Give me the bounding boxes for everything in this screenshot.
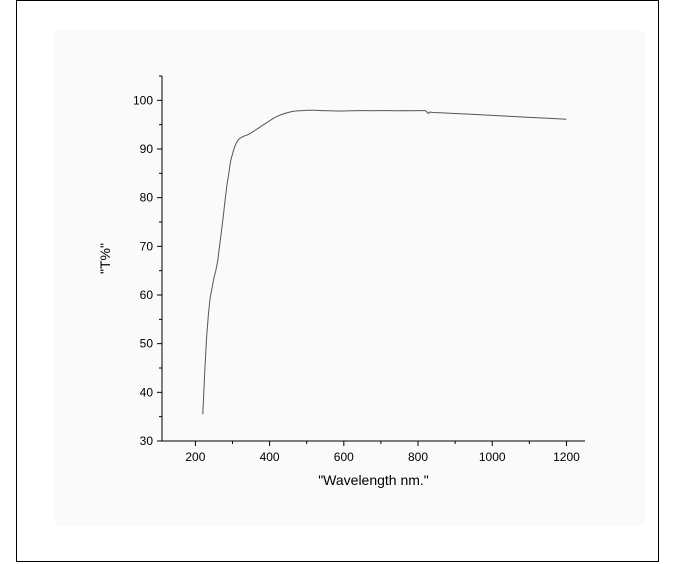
- transmittance-chart: 200 400 600 800 1000 1200 30 40 50 60 70 80 90 100 "W…: [97, 75, 585, 488]
- x-tick-label: 200: [185, 450, 205, 464]
- x-tick-label: 1000: [479, 450, 506, 464]
- x-tick-label: 600: [334, 450, 354, 464]
- ticks: 200 400 600 800 1000 1200 30 40 50 60 70 80 90 100: [133, 75, 580, 464]
- x-tick-label: 1200: [553, 450, 580, 464]
- y-tick-label: 50: [140, 337, 154, 351]
- y-tick-label: 70: [140, 239, 154, 253]
- y-tick-label: 40: [140, 385, 154, 399]
- axes: [161, 76, 585, 442]
- x-axis-title: "Wavelength nm.": [318, 472, 429, 488]
- figure-frame: 200 400 600 800 1000 1200 30 40 50 60 70 80 90 100 "W…: [16, 0, 659, 562]
- y-tick-label: 100: [133, 93, 153, 107]
- series-line: [202, 109, 567, 415]
- y-tick-label: 90: [140, 142, 154, 156]
- chart-panel: 200 400 600 800 1000 1200 30 40 50 60 70 80 90 100 "W…: [55, 31, 645, 525]
- y-tick-label: 80: [140, 191, 154, 205]
- x-tick-label: 800: [408, 450, 428, 464]
- y-tick-label: 30: [140, 434, 154, 448]
- y-tick-label: 60: [140, 288, 154, 302]
- x-tick-label: 400: [260, 450, 280, 464]
- y-axis-title: "T%": [97, 243, 113, 274]
